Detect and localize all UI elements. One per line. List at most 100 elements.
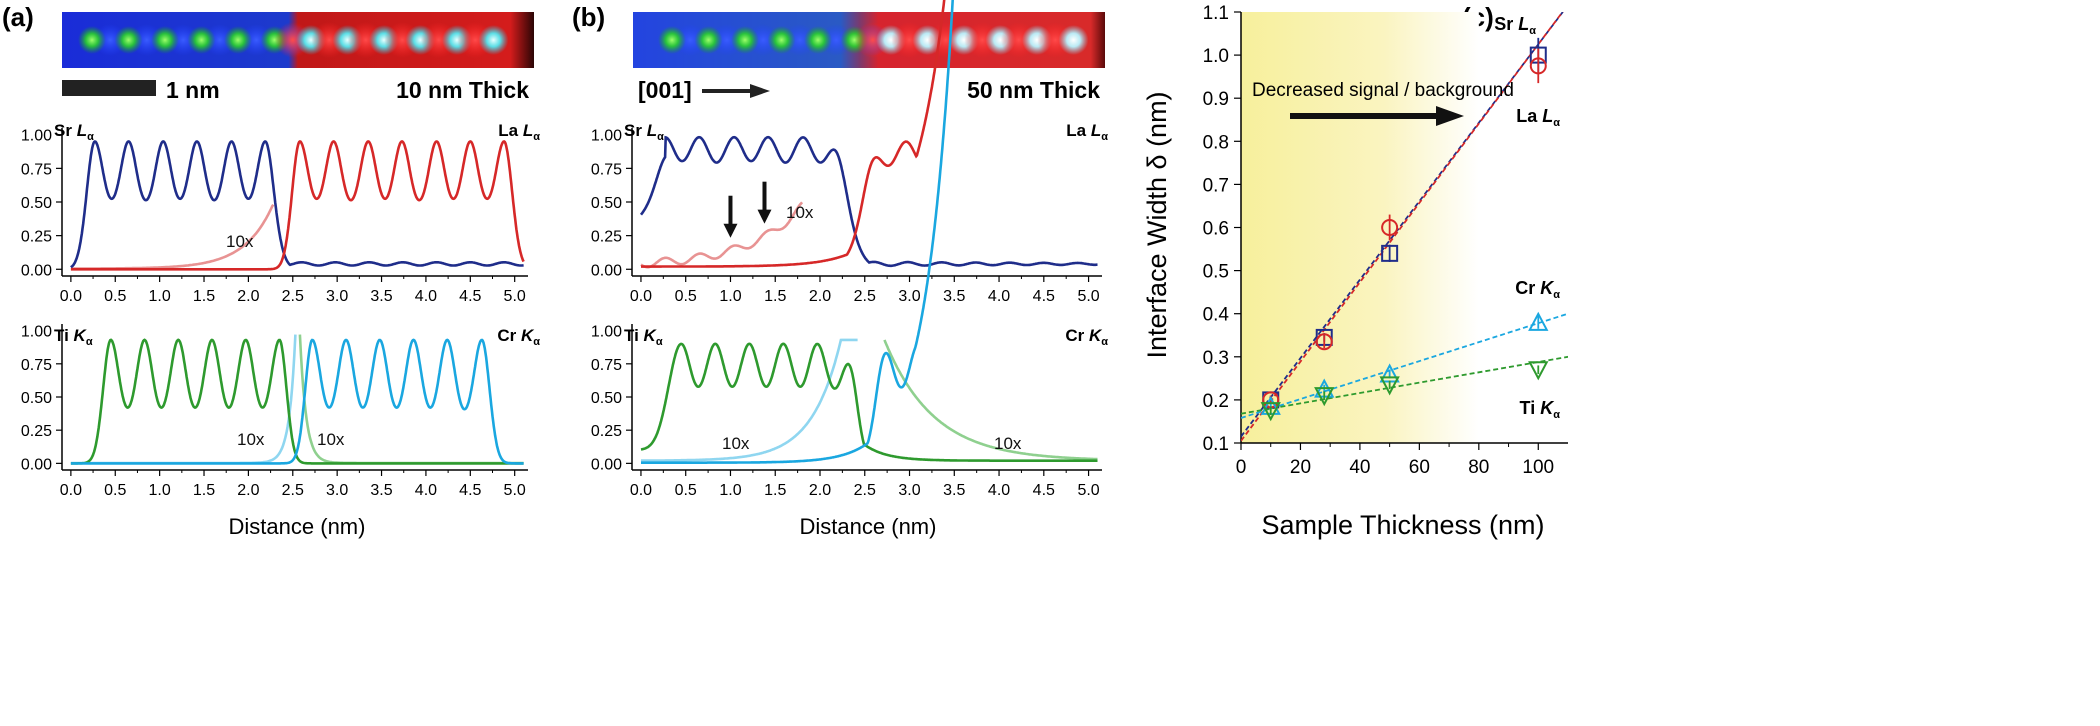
green-atom-column — [78, 26, 106, 54]
y-tick-label: 0.2 — [1203, 391, 1229, 412]
x-tick-label: 4.5 — [1033, 288, 1055, 305]
x-tick-label: 4.5 — [1033, 482, 1055, 499]
y-tick-label: 0.00 — [591, 262, 622, 279]
x-tick-label: 0 — [1236, 457, 1247, 478]
cr-marker — [1528, 311, 1549, 331]
svg-text:Cr Kα: Cr Kα — [497, 326, 540, 348]
thickness-label-a: 10 nm Thick — [396, 77, 529, 103]
y-tick-label: 1.1 — [1203, 3, 1229, 24]
c-label-ti: Ti Kα — [1520, 398, 1561, 421]
x-tick-label: 4.0 — [988, 482, 1010, 499]
y-tick-label: 0.6 — [1203, 219, 1229, 240]
x-tick-label: 0.0 — [630, 482, 652, 499]
green-atom-column — [114, 26, 143, 54]
plot-b-bottom: 0.00 0.25 0.50 0.75 1.00 0.0 0.5 1.0 1.5 2.0 2.5 3.… — [591, 0, 1102, 499]
label-la-a: La Lα — [498, 121, 540, 143]
y-tick-label: 0.25 — [21, 423, 52, 440]
y-tick-label: 1.00 — [591, 324, 622, 341]
y-tick-label: 0.8 — [1203, 132, 1229, 153]
x-tick-label: 4.5 — [459, 482, 481, 499]
sr-line — [639, 135, 1098, 268]
y-tick-label: 0.3 — [1203, 348, 1229, 369]
x-tick-label: 0.5 — [104, 288, 126, 305]
y-tick-label: 0.4 — [1203, 305, 1230, 326]
x-tick-label: 0.5 — [104, 482, 126, 499]
panel-a-label: (a) — [2, 2, 34, 32]
label-la-b: La Lα — [1066, 121, 1108, 143]
la-10x-line — [640, 201, 804, 269]
annotation-10x-b-bottom-left: 10x — [722, 434, 750, 453]
x-tick-label: 2.5 — [854, 288, 876, 305]
x-tick-label: 3.0 — [326, 288, 348, 305]
ti-marker — [1379, 376, 1400, 396]
y-tick-label: 0.75 — [591, 161, 622, 178]
svg-text:Ti Kα: Ti Kα — [624, 326, 663, 348]
fit-lines — [1241, 12, 1568, 442]
green-atom-column — [804, 26, 832, 54]
label-cr-a: Cr Kα — [497, 326, 540, 348]
x-tick-label: 3.0 — [326, 482, 348, 499]
y-tick-label: 1.00 — [591, 128, 622, 145]
y-tick-label: 0.75 — [21, 357, 52, 374]
c-y-axis-title: Interface Width δ (nm) — [1142, 91, 1172, 358]
arrow-head — [757, 209, 772, 224]
haadf-image-b — [633, 12, 1105, 68]
la-line — [70, 139, 525, 271]
ti-10x-line — [883, 339, 1098, 461]
x-tick-label: 40 — [1349, 457, 1370, 478]
green-atom-column — [224, 26, 252, 54]
c-label-la: La Lα — [1516, 106, 1560, 129]
c-label-sr: Sr Lα — [1494, 14, 1536, 37]
shaded-region — [1241, 12, 1479, 443]
cyan-atom-column — [1058, 25, 1089, 55]
x-tick-label: 2.0 — [809, 482, 831, 499]
cr-line — [641, 0, 954, 464]
x-tick-label: 4.0 — [415, 288, 437, 305]
x-tick-label: 2.0 — [809, 288, 831, 305]
label-ti-b: Ti Kα — [624, 326, 663, 348]
direction-arrow — [702, 84, 770, 98]
scale-bar — [62, 80, 156, 96]
thickness-label-b: 50 nm Thick — [967, 77, 1100, 103]
x-tick-label: 1.5 — [764, 482, 786, 499]
ti-marker — [1314, 387, 1335, 407]
scale-bar-label: 1 nm — [166, 77, 220, 103]
la-line — [641, 0, 946, 268]
sr-marker — [1381, 244, 1399, 262]
y-tick-label: 0.9 — [1203, 89, 1229, 110]
haadf-image-a — [62, 12, 534, 68]
y-tick-label: 0.50 — [21, 390, 52, 407]
x-tick-label: 3.0 — [898, 482, 920, 499]
x-tick-label: 5.0 — [1077, 482, 1099, 499]
y-tick-label: 0.00 — [591, 456, 622, 473]
x-tick-label: 0.0 — [60, 288, 82, 305]
annotation-10x-b-bottom-right: 10x — [994, 434, 1022, 453]
svg-text:Cr Kα: Cr Kα — [1065, 326, 1108, 348]
svg-text:Ti Kα: Ti Kα — [54, 326, 93, 348]
x-tick-label: 3.5 — [370, 482, 392, 499]
x-tick-label: 4.5 — [459, 288, 481, 305]
y-tick-label: 1.0 — [1203, 46, 1229, 67]
x-tick-label: 100 — [1522, 457, 1554, 478]
la-marker — [1529, 57, 1547, 75]
svg-text:La Lα: La Lα — [498, 121, 540, 143]
x-tick-label: 4.0 — [415, 482, 437, 499]
Sr Lα-fit — [1241, 12, 1564, 438]
y-tick-label: 0.75 — [21, 161, 52, 178]
y-tick-label: 0.50 — [21, 195, 52, 212]
arrow-head — [723, 223, 738, 238]
x-tick-label: 3.5 — [943, 482, 965, 499]
svg-text:Cr Kα: Cr Kα — [1515, 278, 1560, 301]
y-tick-label: 0.00 — [21, 262, 52, 279]
annotation-10x-b-top: 10x — [786, 203, 814, 222]
x-tick-label: 5.0 — [504, 288, 526, 305]
x-tick-label: 3.5 — [943, 288, 965, 305]
y-tick-label: 1.00 — [21, 128, 52, 145]
c-annotation: Decreased signal / background — [1252, 80, 1514, 101]
x-tick-label: 1.5 — [764, 288, 786, 305]
svg-text:Sr Lα: Sr Lα — [624, 121, 664, 143]
x-tick-label: 0.0 — [630, 288, 652, 305]
x-tick-label: 1.0 — [149, 288, 171, 305]
la-marker — [1381, 219, 1399, 236]
x-tick-label: 0.5 — [675, 482, 697, 499]
